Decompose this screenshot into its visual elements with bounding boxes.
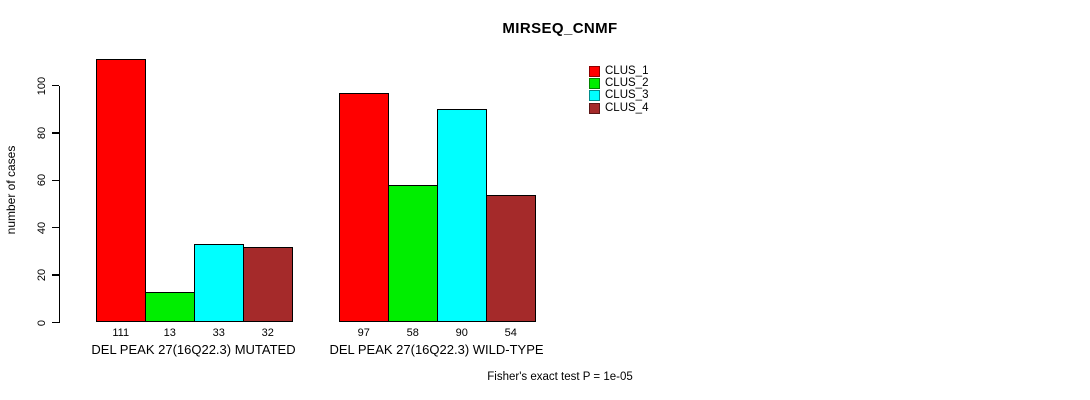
- legend-color-swatch: [589, 90, 600, 102]
- y-axis-tick-label: 0: [36, 319, 48, 326]
- legend-item-clus_1: CLUS_1: [589, 65, 648, 77]
- legend-item-label: CLUS_1: [605, 64, 649, 77]
- y-axis-tick: [51, 179, 59, 182]
- bar-clus_2-group-1: [144, 291, 195, 323]
- y-axis-tick: [51, 321, 59, 324]
- bar-clus_4-group-1: [242, 246, 293, 323]
- legend-item-label: CLUS_3: [605, 89, 649, 102]
- bar-value-label: 58: [406, 327, 419, 339]
- legend-color-swatch: [589, 77, 600, 89]
- bar-value-label: 97: [357, 327, 370, 339]
- y-axis-tick: [51, 274, 59, 276]
- bar-clus_1-group-1: [95, 59, 146, 323]
- bar-clus_4-group-2: [485, 194, 536, 323]
- y-axis-tick-label: 60: [36, 174, 48, 187]
- y-axis-label: number of cases: [4, 145, 18, 235]
- legend-item-label: CLUS_2: [605, 76, 649, 89]
- bar-clus_3-group-1: [193, 244, 244, 323]
- bar-clus_1-group-2: [338, 92, 389, 323]
- fisher-test-annotation: Fisher's exact test P = 1e-05: [487, 371, 633, 383]
- bar-value-label: 33: [212, 327, 225, 339]
- bar-clus_2-group-2: [387, 185, 438, 323]
- group-label: DEL PEAK 27(16Q22.3) MUTATED: [91, 342, 296, 357]
- y-axis-tick-label: 100: [36, 76, 48, 95]
- y-axis-tick: [51, 132, 59, 134]
- group-label: DEL PEAK 27(16Q22.3) WILD-TYPE: [329, 342, 544, 357]
- y-axis-tick: [51, 84, 59, 87]
- bar-value-label: 54: [504, 327, 517, 339]
- legend: CLUS_1 CLUS_2 CLUS_3 CLUS_4: [589, 65, 648, 114]
- legend-item-label: CLUS_4: [605, 101, 649, 114]
- y-axis-tick-label: 80: [36, 126, 48, 140]
- bar-value-label: 32: [261, 327, 274, 339]
- legend-item-clus_4: CLUS_4: [589, 102, 648, 114]
- y-axis-tick-label: 40: [36, 221, 48, 234]
- legend-item-clus_2: CLUS_2: [589, 77, 648, 89]
- bar-value-label: 111: [112, 327, 130, 339]
- y-axis-line: [58, 85, 60, 323]
- bar-clus_3-group-2: [436, 109, 487, 323]
- y-axis-tick: [51, 226, 59, 229]
- legend-color-swatch: [589, 65, 600, 77]
- legend-color-swatch: [589, 102, 600, 114]
- y-axis-tick-label: 20: [36, 268, 48, 282]
- chart-title: MIRSEQ_CNMF: [502, 20, 618, 37]
- bar-value-label: 13: [163, 327, 176, 339]
- legend-item-clus_3: CLUS_3: [589, 89, 649, 102]
- bar-value-label: 90: [455, 327, 468, 339]
